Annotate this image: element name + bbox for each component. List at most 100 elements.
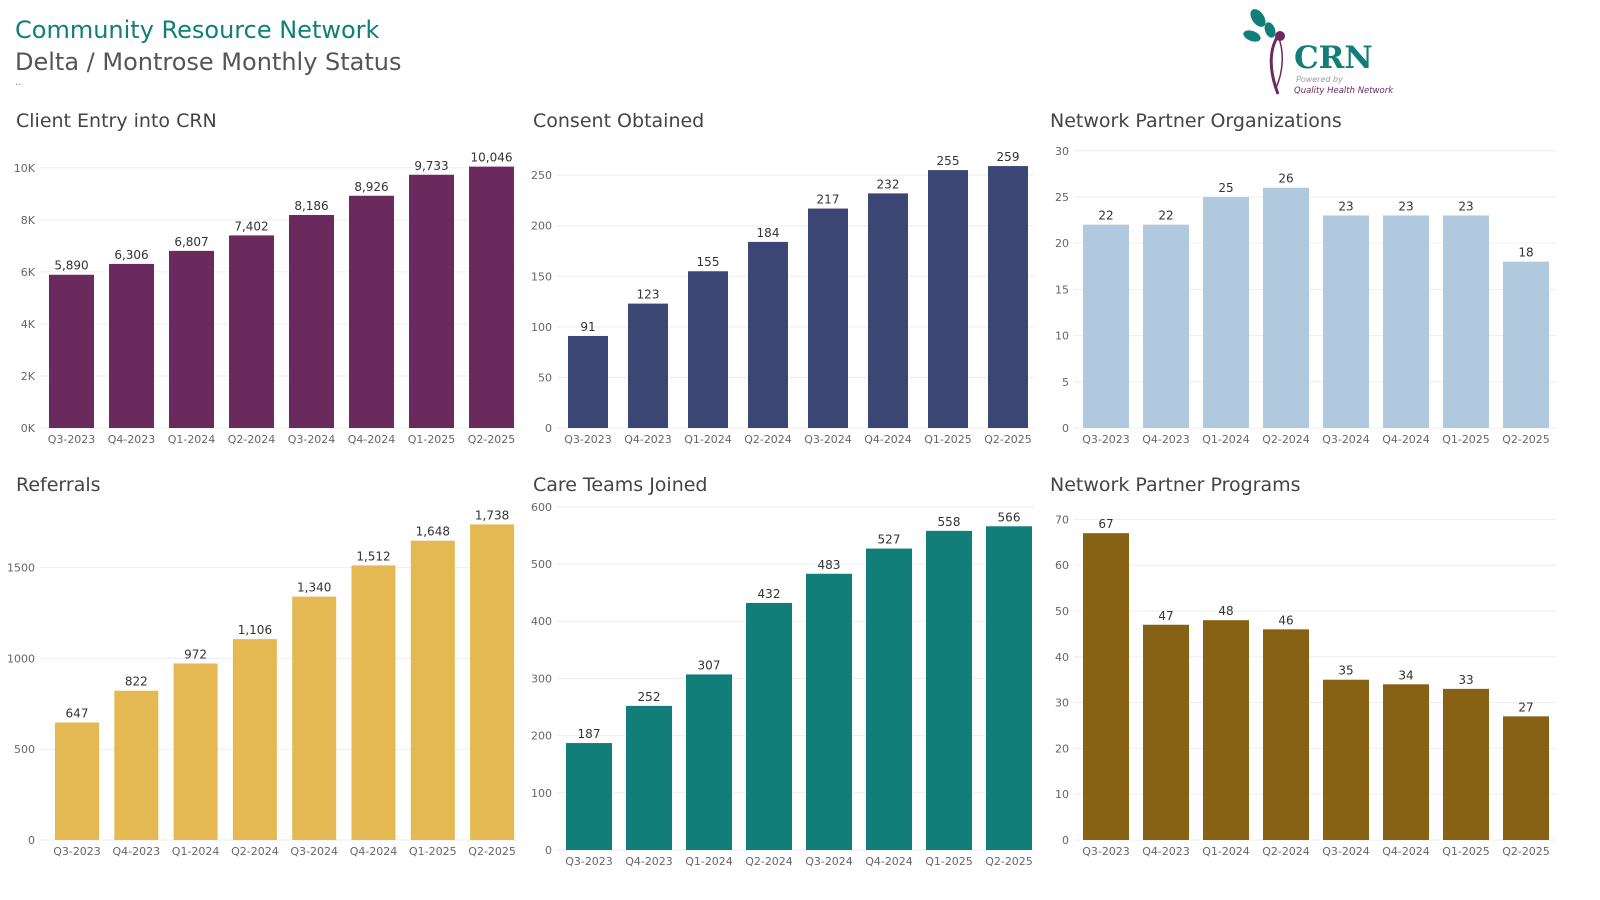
bar-q1-2024[interactable] <box>169 250 214 428</box>
bar-q2-2025[interactable] <box>469 166 514 428</box>
bar-q3-2023[interactable] <box>1083 533 1129 840</box>
x-tick-label: Q3-2023 <box>1082 845 1130 858</box>
bar-q2-2024[interactable] <box>746 602 792 850</box>
bar-q2-2025[interactable] <box>470 524 515 840</box>
chart-plot: 0 10 20 30 40 50 60 70 67 Q3-2023 47 Q4-2023 48 Q1-20… <box>1055 513 1556 858</box>
data-label: 647 <box>66 706 89 720</box>
bar-q2-2025[interactable] <box>986 526 1032 850</box>
data-label: 48 <box>1218 604 1233 618</box>
x-tick-label: Q4-2023 <box>625 855 673 868</box>
y-tick-label: 40 <box>1055 651 1069 664</box>
bar-q4-2024[interactable] <box>349 195 394 428</box>
bar-q2-2024[interactable] <box>1263 187 1309 428</box>
bar-q3-2023[interactable] <box>1083 224 1129 428</box>
y-tick-label: 300 <box>531 672 552 685</box>
x-tick-label: Q4-2023 <box>112 845 160 858</box>
bar-q4-2023[interactable] <box>628 303 668 428</box>
bar-q3-2024[interactable] <box>292 596 337 840</box>
x-tick-label: Q3-2023 <box>564 433 612 446</box>
data-label: 25 <box>1218 181 1233 195</box>
chart-consent-obtained: Consent Obtained 0 50 100 150 200 250 91 Q3-202… <box>517 110 1037 455</box>
data-label: 10,046 <box>471 151 513 165</box>
bar-q4-2024[interactable] <box>866 548 912 850</box>
data-label: 23 <box>1398 199 1413 213</box>
y-tick-label: 50 <box>1055 605 1069 618</box>
bar-q4-2023[interactable] <box>1143 624 1189 840</box>
x-tick-label: Q2-2024 <box>1262 845 1310 858</box>
y-tick-label: 400 <box>531 615 552 628</box>
y-tick-label: 20 <box>1055 237 1069 250</box>
bar-q2-2025[interactable] <box>1503 261 1549 428</box>
y-tick-label: 8K <box>21 214 36 227</box>
bar-q3-2024[interactable] <box>1323 215 1369 428</box>
data-label: 6,306 <box>114 248 148 262</box>
bar-q3-2023[interactable] <box>566 743 612 850</box>
chart-title: Client Entry into CRN <box>16 110 217 132</box>
x-tick-label: Q1-2025 <box>924 433 972 446</box>
bar-q2-2024[interactable] <box>1263 629 1309 840</box>
data-label: 1,738 <box>475 508 509 522</box>
bar-q1-2025[interactable] <box>410 540 455 840</box>
bar-q2-2025[interactable] <box>1503 716 1549 840</box>
y-tick-label: 0K <box>21 422 36 435</box>
data-label: 527 <box>878 533 901 547</box>
data-label: 123 <box>637 288 660 302</box>
bar-q1-2025[interactable] <box>926 530 972 850</box>
chart-title: Network Partner Organizations <box>1050 110 1342 132</box>
bar-q1-2025[interactable] <box>409 174 454 428</box>
y-tick-label: 1000 <box>7 652 35 665</box>
bar-q4-2024[interactable] <box>868 193 908 428</box>
y-tick-label: 150 <box>531 270 552 283</box>
data-label: 8,926 <box>354 180 388 194</box>
y-tick-label: 60 <box>1055 559 1069 572</box>
data-label: 1,648 <box>416 525 450 539</box>
bar-q1-2024[interactable] <box>1203 620 1249 840</box>
y-tick-label: 10 <box>1055 788 1069 801</box>
bar-q3-2023[interactable] <box>568 335 608 428</box>
x-tick-label: Q4-2024 <box>1382 433 1430 446</box>
bar-q3-2024[interactable] <box>808 208 848 428</box>
crn-logo: CRN Powered by Quality Health Network <box>1240 8 1410 102</box>
bar-q3-2023[interactable] <box>49 274 94 428</box>
bar-q2-2024[interactable] <box>232 639 277 840</box>
y-tick-label: 4K <box>21 318 36 331</box>
bar-q3-2024[interactable] <box>1323 679 1369 840</box>
x-tick-label: Q2-2025 <box>1502 845 1550 858</box>
chart-plot: 0 500 1000 1500 647 Q3-2023 822 Q4-2023 972 Q1-20… <box>7 508 517 858</box>
bar-q2-2024[interactable] <box>229 235 274 428</box>
y-tick-label: 600 <box>531 501 552 514</box>
data-label: 972 <box>184 647 207 661</box>
bar-q3-2023[interactable] <box>55 722 99 840</box>
x-tick-label: Q4-2024 <box>348 433 396 446</box>
bar-q2-2025[interactable] <box>988 166 1028 428</box>
bar-q1-2025[interactable] <box>1443 215 1489 428</box>
bar-q1-2024[interactable] <box>173 663 218 840</box>
x-tick-label: Q1-2025 <box>1442 845 1490 858</box>
bar-q1-2024[interactable] <box>1203 196 1249 428</box>
bar-q4-2023[interactable] <box>626 705 672 850</box>
bar-q4-2024[interactable] <box>351 565 396 840</box>
x-tick-label: Q2-2024 <box>744 433 792 446</box>
chart-plot: 0 50 100 150 200 250 91 Q3-2023 123 Q4-2023 155 Q1-… <box>531 150 1034 446</box>
y-tick-label: 0 <box>1062 422 1069 435</box>
bar-q2-2024[interactable] <box>748 241 788 428</box>
bar-q4-2024[interactable] <box>1383 684 1429 840</box>
bar-q3-2024[interactable] <box>289 215 334 428</box>
data-label: 34 <box>1398 668 1413 682</box>
bar-q4-2024[interactable] <box>1383 215 1429 428</box>
x-tick-label: Q4-2024 <box>1382 845 1430 858</box>
bar-q4-2023[interactable] <box>1143 224 1189 428</box>
bar-q4-2023[interactable] <box>114 690 159 840</box>
x-tick-label: Q2-2024 <box>228 433 276 446</box>
bar-q4-2023[interactable] <box>109 263 154 428</box>
x-tick-label: Q4-2024 <box>350 845 398 858</box>
logo-org: Quality Health Network <box>1294 86 1394 96</box>
bar-q1-2024[interactable] <box>686 674 732 850</box>
bar-q3-2024[interactable] <box>806 573 852 850</box>
x-tick-label: Q2-2025 <box>468 845 516 858</box>
chart-client-entry: Client Entry into CRN 0K 2K 4K 6K 8K 10K 5,890… <box>0 110 520 455</box>
logo-powered-by: Powered by <box>1296 75 1343 84</box>
bar-q1-2025[interactable] <box>928 170 968 428</box>
bar-q1-2025[interactable] <box>1443 688 1489 840</box>
bar-q1-2024[interactable] <box>688 271 728 428</box>
